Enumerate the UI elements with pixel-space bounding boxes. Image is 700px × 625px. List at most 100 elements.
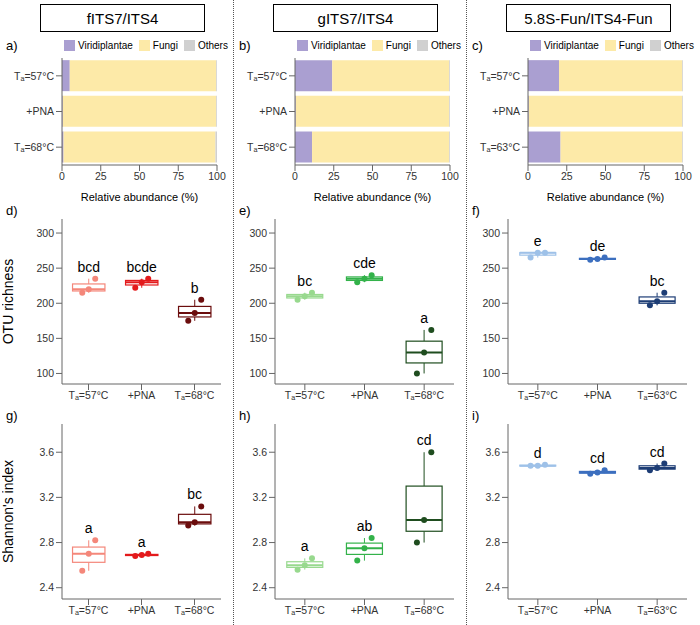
svg-text:250: 250 [249,262,267,274]
svg-text:25: 25 [328,170,340,182]
svg-text:de: de [590,238,606,254]
html-text:b): b) [239,38,251,53]
svg-text:100: 100 [208,170,226,182]
svg-text:Tₐ=57°C: Tₐ=57°C [285,389,325,401]
svg-text:50: 50 [600,170,612,182]
svg-text:75: 75 [172,170,184,182]
svg-text:3.2: 3.2 [485,491,500,503]
svg-text:150: 150 [36,332,54,344]
svg-text:Tₐ=57°C: Tₐ=57°C [247,70,287,82]
svg-text:50: 50 [134,170,146,182]
svg-text:+PNA: +PNA [584,389,612,401]
svg-text:100: 100 [674,170,692,182]
svg-text:3.6: 3.6 [252,446,267,458]
svg-text:+PNA: +PNA [128,604,156,616]
svg-text:50: 50 [367,170,379,182]
svg-text:3.2: 3.2 [39,491,54,503]
svg-text:Tₐ=68°C: Tₐ=68°C [14,141,54,153]
svg-text:2.4: 2.4 [485,581,500,593]
svg-text:bc: bc [297,273,312,289]
svg-text:Tₐ=57°C: Tₐ=57°C [285,604,325,616]
svg-text:+PNA: +PNA [259,105,287,117]
svg-text:100: 100 [36,367,54,379]
svg-text:3.6: 3.6 [485,446,500,458]
svg-text:cde: cde [353,255,376,271]
svg-text:a: a [301,538,309,554]
svg-text:2.8: 2.8 [485,536,500,548]
svg-text:250: 250 [36,262,54,274]
svg-text:25: 25 [561,170,573,182]
svg-text:bcd: bcd [77,259,100,275]
svg-text:Shannon's index: Shannon's index [8,460,16,563]
html-text:fITS7/ITS4: fITS7/ITS4 [86,9,159,27]
svg-text:cd: cd [650,444,665,460]
svg-text:a: a [138,534,146,550]
svg-text:Tₐ=68°C: Tₐ=68°C [175,604,215,616]
svg-text:bc: bc [187,486,202,502]
svg-text:2.8: 2.8 [252,536,267,548]
svg-text:300: 300 [482,227,500,239]
svg-text:bcde: bcde [127,259,158,275]
svg-text:OTU richness: OTU richness [8,259,16,345]
svg-text:100: 100 [441,170,459,182]
svg-text:Tₐ=68°C: Tₐ=68°C [404,604,444,616]
svg-text:+PNA: +PNA [351,389,379,401]
svg-text:e: e [534,233,542,249]
svg-text:cd: cd [417,432,432,448]
svg-text:300: 300 [249,227,267,239]
svg-text:ab: ab [357,518,373,534]
html-text:5.8S-Fun/ITS4-Fun: 5.8S-Fun/ITS4-Fun [524,9,653,27]
svg-text:3.2: 3.2 [252,491,267,503]
svg-text:Tₐ=57°C: Tₐ=57°C [480,70,520,82]
svg-text:200: 200 [482,297,500,309]
svg-text:25: 25 [95,170,107,182]
svg-text:Relative abundance (%): Relative abundance (%) [81,191,198,203]
html-text:e): e) [239,203,251,218]
svg-text:Tₐ=68°C: Tₐ=68°C [175,389,215,401]
svg-text:Relative abundance (%): Relative abundance (%) [314,191,431,203]
svg-text:0: 0 [292,170,298,182]
svg-text:200: 200 [249,297,267,309]
svg-text:Tₐ=57°C: Tₐ=57°C [14,70,54,82]
svg-text:+PNA: +PNA [351,604,379,616]
svg-text:Tₐ=57°C: Tₐ=57°C [518,604,558,616]
html-text:a): a) [6,38,18,53]
svg-text:0: 0 [525,170,531,182]
svg-text:Relative abundance (%): Relative abundance (%) [547,191,664,203]
svg-text:bc: bc [650,273,665,289]
svg-text:Tₐ=57°C: Tₐ=57°C [518,389,558,401]
svg-text:Tₐ=63°C: Tₐ=63°C [480,141,520,153]
svg-text:Tₐ=68°C: Tₐ=68°C [404,389,444,401]
svg-text:d: d [534,445,542,461]
svg-text:Tₐ=68°C: Tₐ=68°C [247,141,287,153]
svg-text:Tₐ=57°C: Tₐ=57°C [69,389,109,401]
svg-text:+PNA: +PNA [26,105,54,117]
svg-text:2.4: 2.4 [252,581,267,593]
svg-text:Tₐ=63°C: Tₐ=63°C [637,604,677,616]
svg-text:2.4: 2.4 [39,581,54,593]
svg-text:+PNA: +PNA [584,604,612,616]
svg-text:150: 150 [249,332,267,344]
svg-text:250: 250 [482,262,500,274]
svg-text:a: a [85,520,93,536]
svg-text:Tₐ=63°C: Tₐ=63°C [637,389,677,401]
svg-text:150: 150 [482,332,500,344]
svg-text:cd: cd [590,450,605,466]
svg-text:300: 300 [36,227,54,239]
svg-text:2.8: 2.8 [39,536,54,548]
svg-text:+PNA: +PNA [128,389,156,401]
html-text:d): d) [6,203,18,218]
svg-text:a: a [420,310,428,326]
svg-text:100: 100 [482,367,500,379]
svg-text:75: 75 [638,170,650,182]
html-text:gITS7/ITS4: gITS7/ITS4 [317,9,394,27]
svg-text:200: 200 [36,297,54,309]
svg-text:3.6: 3.6 [39,446,54,458]
svg-text:b: b [191,280,199,296]
svg-text:Tₐ=57°C: Tₐ=57°C [69,604,109,616]
svg-text:100: 100 [249,367,267,379]
svg-text:0: 0 [59,170,65,182]
svg-text:+PNA: +PNA [492,105,520,117]
html-text:g): g) [6,408,18,423]
svg-text:75: 75 [405,170,417,182]
